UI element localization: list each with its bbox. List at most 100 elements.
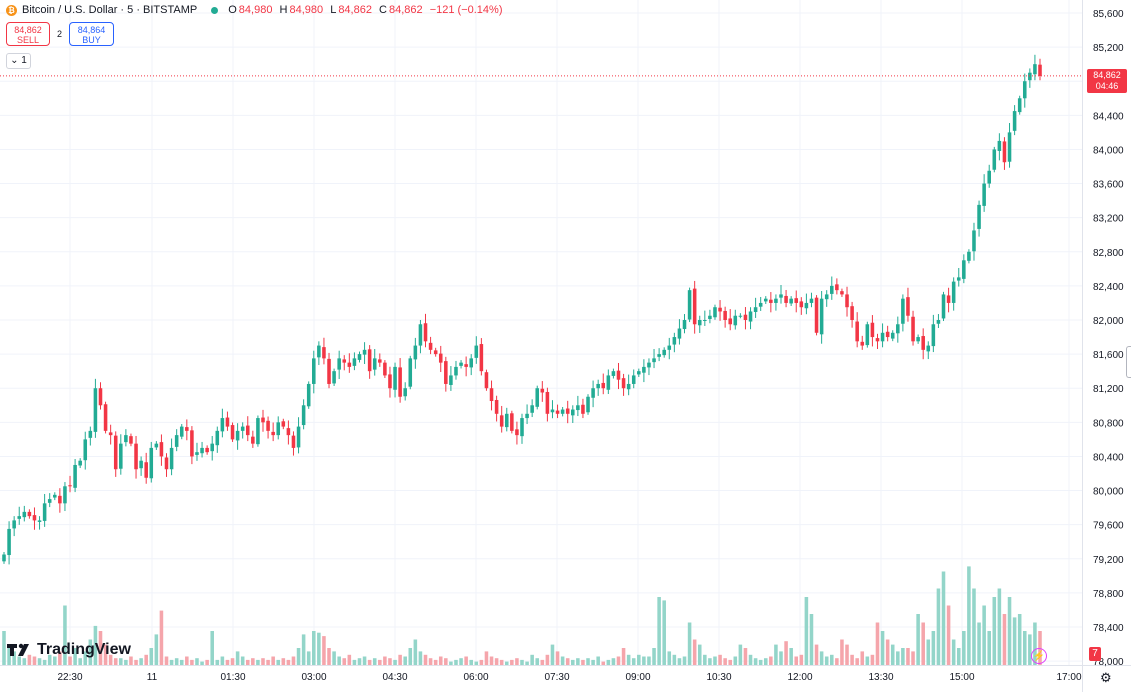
candle-body [723, 310, 727, 320]
last-price-value: 84,862 [1093, 70, 1121, 80]
volume-bar [200, 661, 204, 665]
lightning-icon[interactable]: ⚡ [1031, 648, 1047, 664]
candle-body [12, 520, 16, 529]
candle-body [550, 409, 555, 413]
candle-body [185, 427, 189, 431]
y-tick-label: 78,800 [1093, 589, 1124, 600]
price-axis[interactable]: 85,60085,20084,80084,40084,00083,60083,2… [1093, 9, 1124, 668]
volume-bar [103, 644, 108, 665]
buy-button[interactable]: 84,864 BUY [69, 22, 114, 46]
candle-body [367, 349, 372, 372]
candle-body [357, 354, 362, 360]
volume-bar [342, 658, 347, 665]
volume-bar [459, 658, 463, 665]
candle-body [535, 388, 540, 407]
candle-body [403, 388, 407, 397]
sell-button[interactable]: 84,862 SELL [6, 22, 50, 46]
candle-body [205, 447, 209, 453]
y-tick-label: 80,400 [1093, 452, 1124, 463]
volume-bar [779, 651, 783, 665]
volume-bar [63, 605, 67, 665]
volume-bar [438, 656, 443, 665]
candle-body [692, 288, 697, 325]
candle-body [499, 415, 504, 427]
candle-body [530, 405, 534, 413]
candle-body [240, 426, 245, 431]
volume-bar [484, 651, 489, 665]
candle-body [581, 404, 585, 414]
symbol-title[interactable]: Bitcoin / U.S. Dollar · 5 · BITSTAMP [22, 4, 198, 16]
candle-body [784, 295, 788, 303]
candle-body [515, 429, 519, 436]
candle-body [931, 324, 936, 347]
time-axis[interactable]: 22:30 11 01:30 03:00 04:30 06:00 07:30 09:00 10:… [57, 672, 1081, 683]
volume-bar [393, 659, 397, 665]
candle-body [799, 301, 804, 308]
last-price-label: 84,862 04:46 [1087, 69, 1127, 93]
volume-bar [682, 656, 687, 665]
candle-body [972, 230, 976, 252]
tradingview-logo[interactable]: TradingView [7, 641, 131, 659]
candle-body [997, 140, 1002, 151]
volume-bar [921, 622, 925, 665]
volume-bar [601, 661, 606, 665]
candle-body [154, 443, 159, 448]
candle-body [565, 408, 570, 414]
volume-bar [403, 656, 407, 665]
candle-body [738, 315, 743, 317]
volume-bar [814, 644, 819, 665]
candle-body [504, 413, 509, 428]
candle-body [601, 382, 606, 389]
candle-body [479, 344, 484, 372]
y-tick-label: 81,200 [1093, 384, 1124, 395]
volume-bar [916, 614, 920, 665]
volume-bar [672, 654, 677, 665]
candle-body [134, 443, 138, 470]
candle-body [743, 314, 748, 320]
volume-bar [479, 659, 484, 665]
candle-body [824, 294, 829, 300]
volume-bar [449, 661, 453, 665]
candle-body [459, 362, 463, 366]
candle-body [814, 297, 819, 333]
volume-bar [2, 631, 6, 665]
volume-bar [621, 648, 626, 665]
candle-body [169, 447, 174, 470]
candle-body [464, 364, 468, 367]
volume-bar [179, 659, 184, 665]
indicators-collapse-toggle[interactable]: ⌄ 1 [6, 53, 31, 69]
volume-bar [997, 588, 1002, 665]
candle-body [413, 345, 418, 360]
gear-icon[interactable]: ⚙ [1100, 670, 1112, 685]
volume-bar [37, 658, 42, 665]
volume-bar [256, 659, 260, 665]
volume-bar [1017, 614, 1022, 665]
chevron-down-icon: ⌄ [10, 55, 19, 66]
x-tick-label: 04:30 [382, 672, 407, 683]
candle-body [906, 297, 910, 316]
volume-bar [362, 656, 367, 665]
volume-bar [1002, 614, 1007, 665]
candle-body [312, 358, 316, 384]
volume-bar [647, 656, 651, 665]
candle-body [540, 388, 545, 393]
candle-body [433, 350, 438, 355]
candle-body [571, 409, 575, 416]
volume-bar [946, 605, 951, 665]
volume-bar [626, 654, 631, 665]
candle-body [545, 391, 550, 414]
volume-bar [195, 658, 199, 665]
volume-bar [804, 597, 809, 665]
volume-bar [169, 659, 174, 665]
volume-bar [850, 654, 854, 665]
volume-bar [281, 658, 286, 665]
candle-body [962, 260, 966, 279]
candle-body [1038, 64, 1042, 76]
tradingview-logo-icon [7, 643, 29, 656]
candle-body [37, 520, 42, 522]
scroll-handle[interactable] [1126, 346, 1131, 378]
volume-bar [301, 634, 306, 665]
volume-bar [504, 661, 509, 665]
